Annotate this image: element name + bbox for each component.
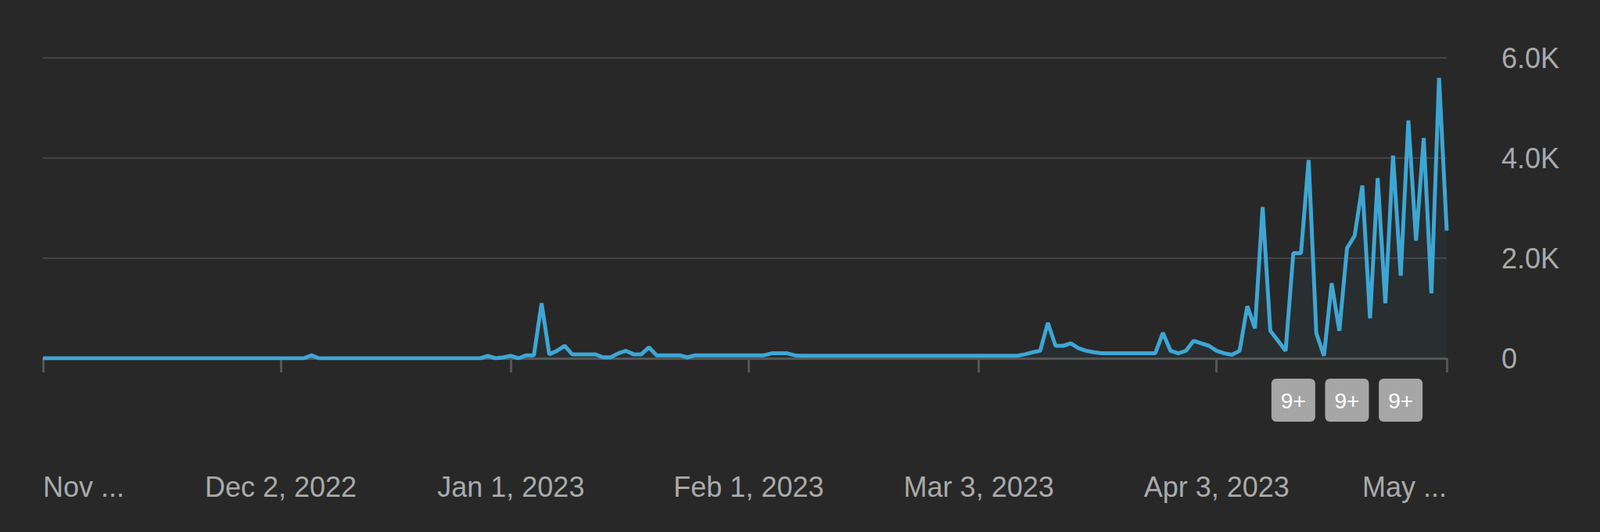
svg-text:Nov ...: Nov ...: [43, 470, 125, 503]
svg-text:9+: 9+: [1388, 388, 1414, 413]
svg-text:9+: 9+: [1334, 388, 1360, 413]
svg-text:9+: 9+: [1280, 388, 1306, 413]
svg-text:Jan 1, 2023: Jan 1, 2023: [437, 470, 585, 503]
svg-text:2.0K: 2.0K: [1501, 242, 1560, 275]
svg-text:Feb 1, 2023: Feb 1, 2023: [673, 470, 824, 503]
svg-text:Apr 3, 2023: Apr 3, 2023: [1144, 470, 1290, 503]
svg-text:0: 0: [1501, 342, 1518, 375]
svg-text:Mar 3, 2023: Mar 3, 2023: [904, 470, 1055, 503]
svg-text:Dec 2, 2022: Dec 2, 2022: [204, 470, 357, 503]
svg-text:6.0K: 6.0K: [1501, 42, 1560, 75]
svg-text:May ...: May ...: [1362, 470, 1447, 503]
svg-text:4.0K: 4.0K: [1501, 142, 1560, 175]
